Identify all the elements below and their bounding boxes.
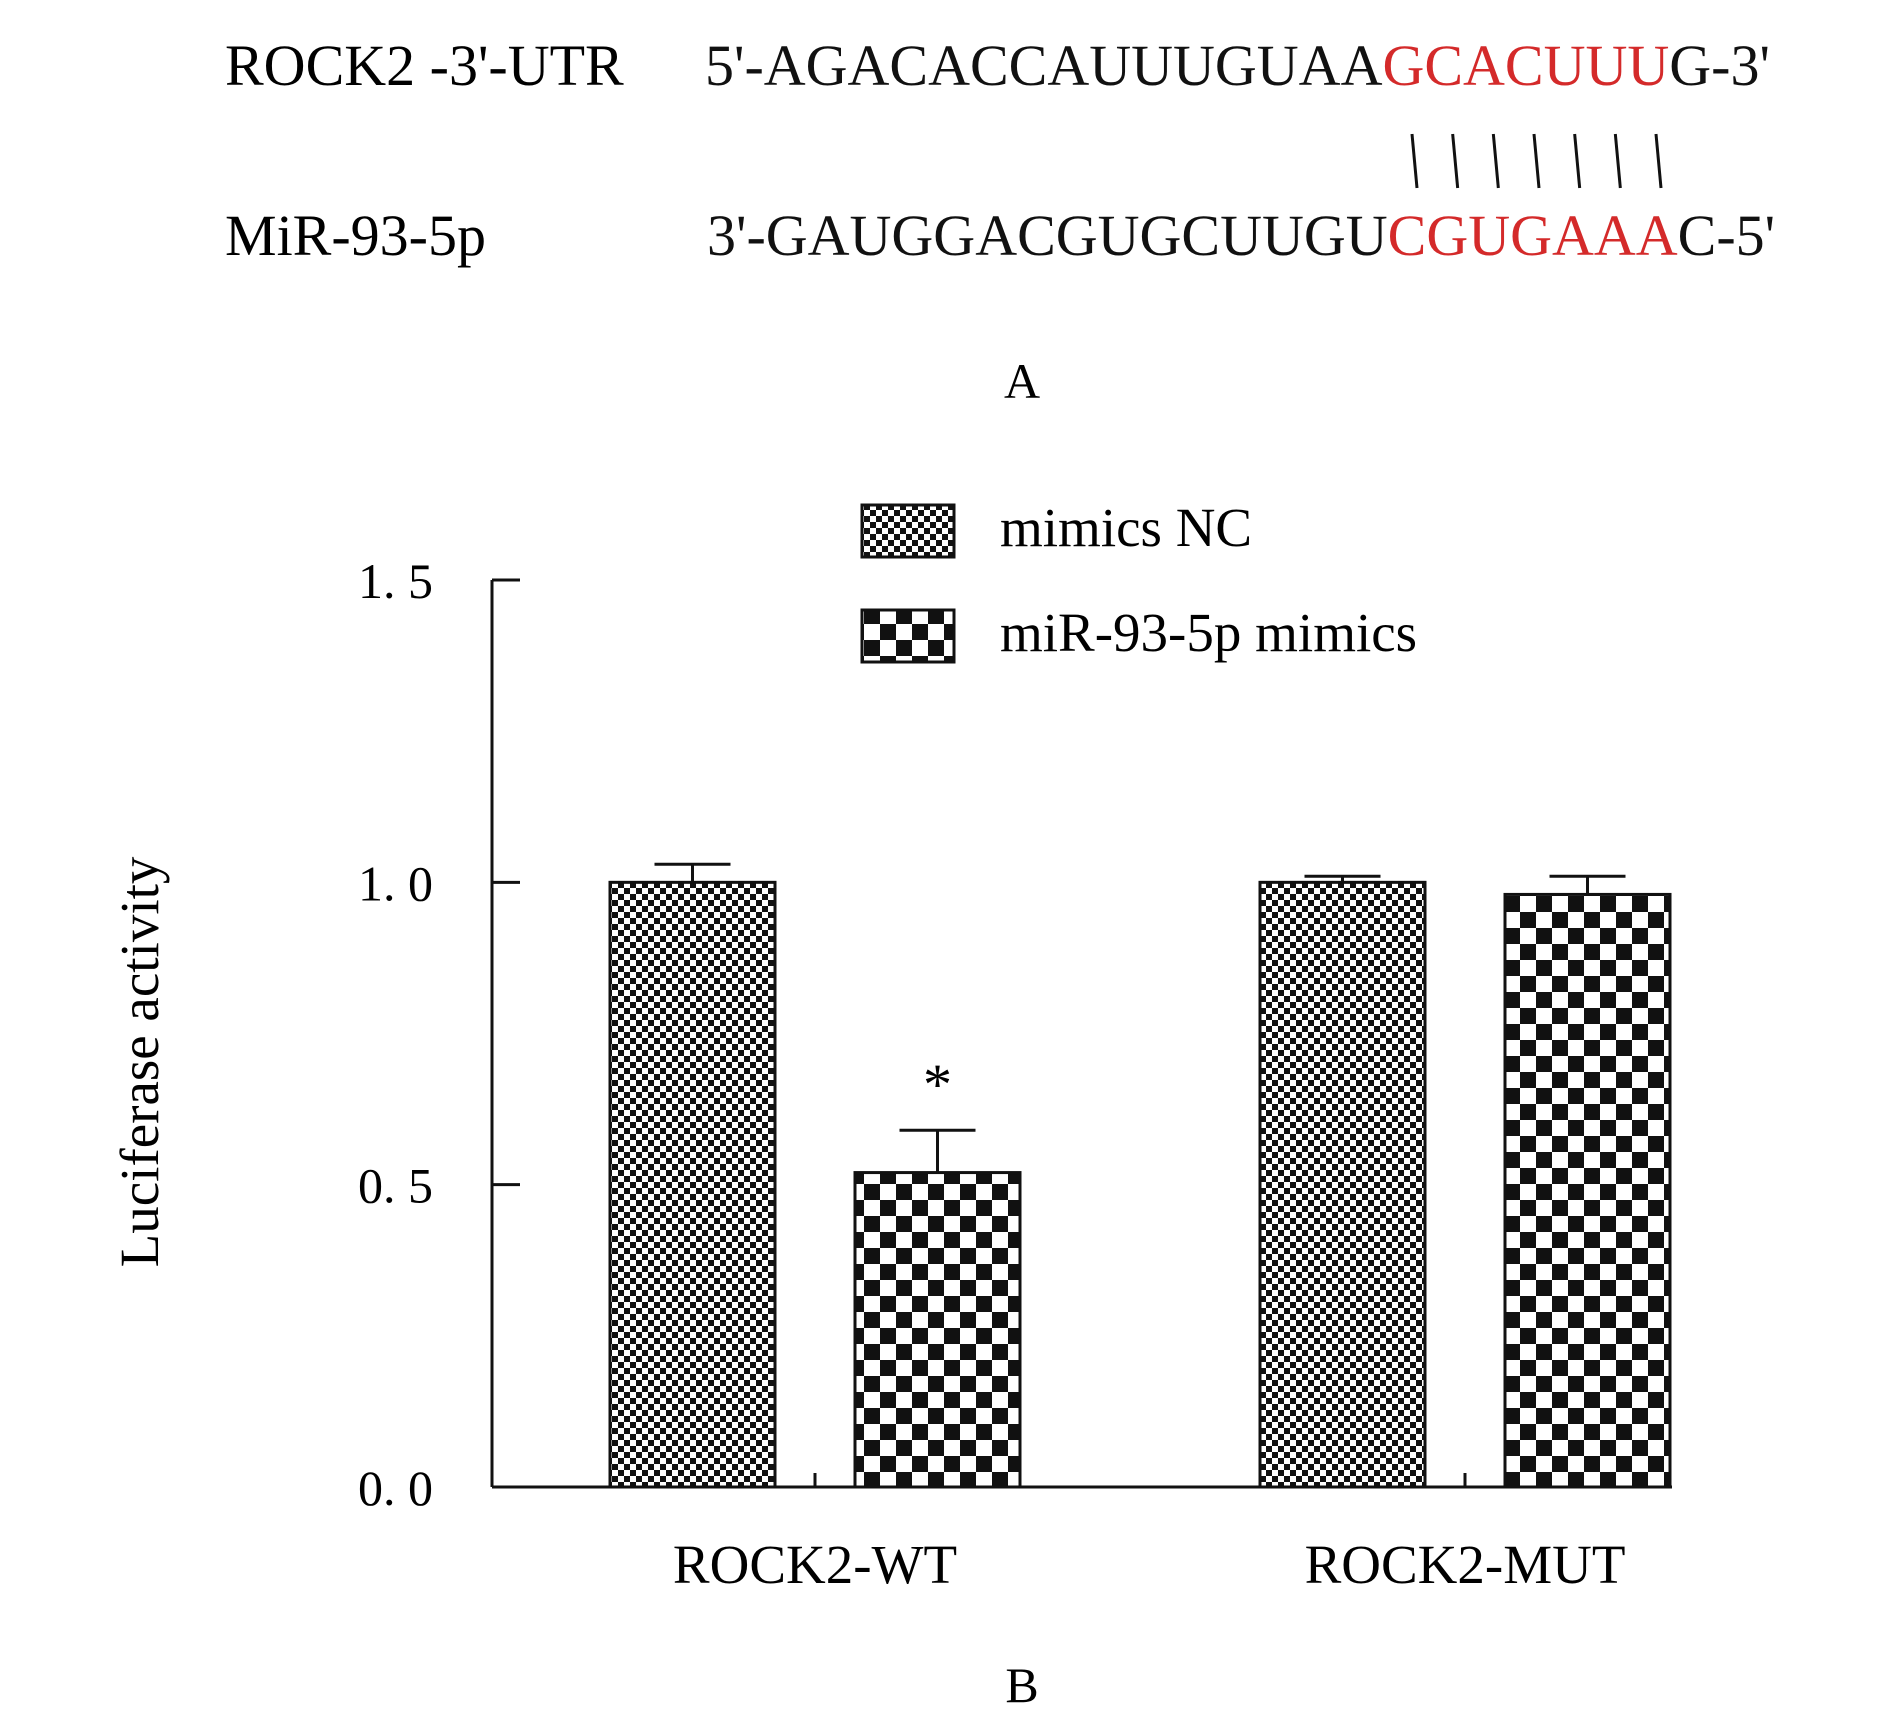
- base-pair-line: [1532, 133, 1541, 189]
- base-pair-line: [1491, 133, 1500, 189]
- rock2-utr-seed: GCACUUU: [1382, 33, 1669, 98]
- mir-prefix: 3'-GAUGGACGUGCUUGU: [707, 203, 1388, 268]
- rock2-utr-name: ROCK2 -3'-UTR: [225, 33, 624, 98]
- rock2-utr-sequence: 5'-AGACACCAUUUGUAAGCACUUUG-3': [705, 33, 1770, 98]
- base-pair-line: [1613, 133, 1622, 189]
- base-pair-line: [1573, 133, 1582, 189]
- base-pair-line: [1451, 133, 1460, 189]
- y-tick-label: 1. 0: [358, 855, 433, 911]
- y-axis-label: Luciferase activity: [109, 856, 170, 1267]
- x-tick-label: ROCK2-MUT: [1305, 1534, 1626, 1595]
- bar-chart: mimics NC miR-93-5p mimics Luciferase ac…: [109, 497, 1672, 1713]
- base-pair-line: [1410, 133, 1419, 189]
- rock2-utr-prefix: 5'-AGACACCAUUUGUAA: [705, 33, 1383, 98]
- mir-suffix: C-5': [1678, 203, 1775, 268]
- legend: mimics NC miR-93-5p mimics: [860, 497, 1417, 664]
- x-tick-label: ROCK2-WT: [673, 1534, 957, 1595]
- bar: [853, 1171, 1022, 1489]
- significance-marker: *: [923, 1052, 952, 1117]
- rock2-utr-suffix: G-3': [1669, 33, 1770, 98]
- bars: *: [608, 862, 1672, 1489]
- panel-a-label: A: [1004, 353, 1040, 409]
- legend-swatch-mir-mimics: [860, 608, 956, 664]
- mir-sequence: 3'-GAUGGACGUGCUUGUCGUGAAAC-5': [707, 203, 1775, 268]
- base-pair-line: [1654, 133, 1663, 189]
- bar: [1503, 892, 1672, 1489]
- legend-label-mir-mimics: miR-93-5p mimics: [1000, 602, 1417, 663]
- mir-name: MiR-93-5p: [225, 203, 486, 268]
- y-tick-label: 0. 0: [358, 1460, 433, 1516]
- bar: [608, 880, 777, 1489]
- base-pair-lines: [1410, 133, 1663, 189]
- y-tick-label: 0. 5: [358, 1158, 433, 1214]
- mir-seed: CGUGAAA: [1388, 203, 1678, 268]
- bar: [1258, 880, 1427, 1489]
- axes: 0. 0 0. 5 1. 0 1. 5 ROCK2-WT ROCK2-MUT: [358, 553, 1672, 1595]
- panel-a: ROCK2 -3'-UTR 5'-AGACACCAUUUGUAAGCACUUUG…: [225, 33, 1775, 409]
- panel-b-label: B: [1005, 1657, 1038, 1713]
- legend-label-mimics-nc: mimics NC: [1000, 497, 1252, 558]
- y-tick-label: 1. 5: [358, 553, 433, 609]
- legend-swatch-mimics-nc: [860, 503, 956, 559]
